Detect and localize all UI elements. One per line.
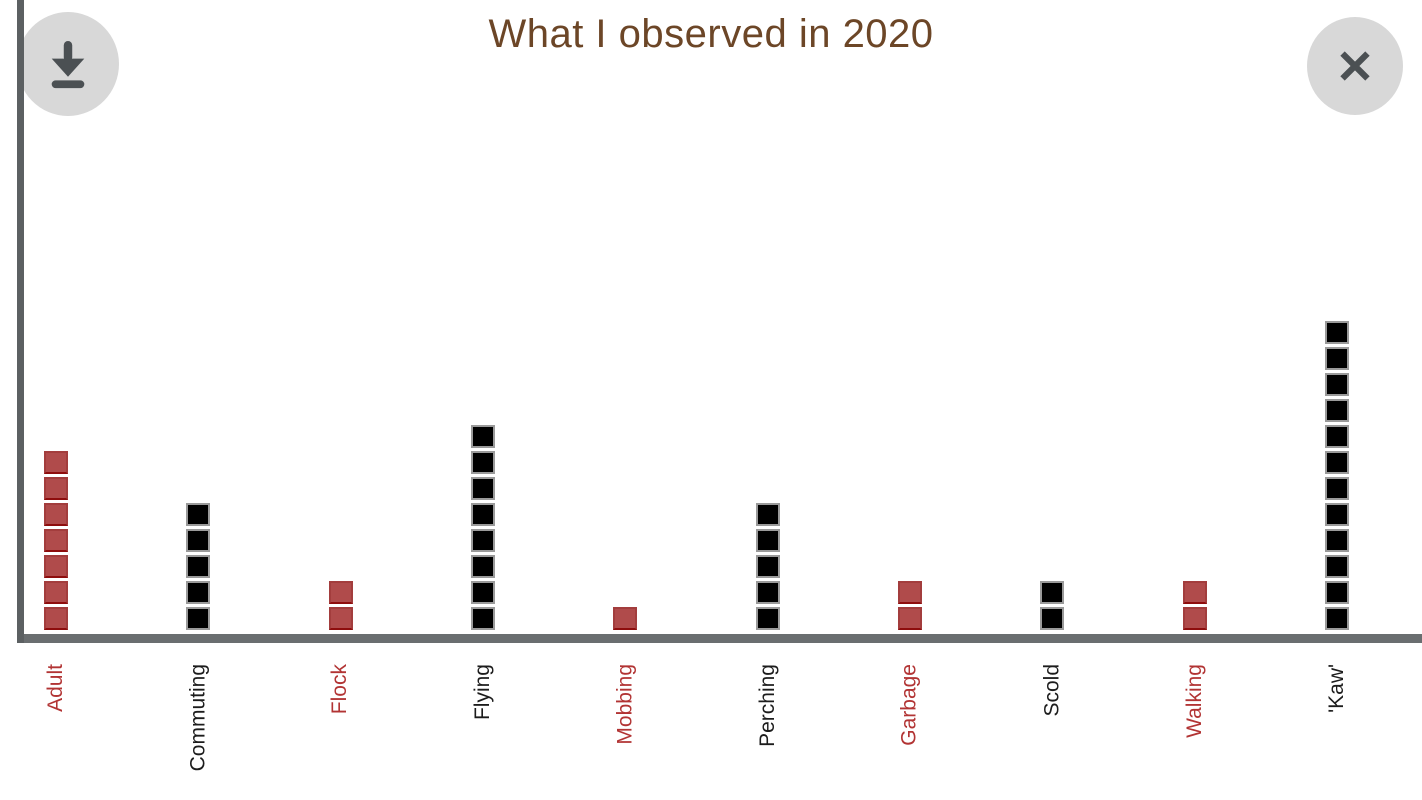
unit-square bbox=[897, 581, 922, 604]
x-axis-line bbox=[17, 634, 1422, 643]
x-axis-label: Garbage bbox=[897, 664, 921, 746]
unit-square bbox=[1324, 503, 1349, 526]
unit-square bbox=[1324, 477, 1349, 500]
unit-square bbox=[897, 607, 922, 630]
unit-square bbox=[1324, 555, 1349, 578]
unit-square bbox=[328, 607, 353, 630]
unit-square bbox=[470, 503, 495, 526]
x-axis-label: Perching bbox=[755, 664, 779, 747]
unit-square bbox=[44, 555, 68, 578]
close-icon bbox=[1340, 51, 1370, 81]
unit-square bbox=[1324, 399, 1349, 422]
unit-square bbox=[1324, 347, 1349, 370]
x-axis-label: Mobbing bbox=[613, 664, 637, 745]
x-axis-label: Adult bbox=[44, 664, 67, 712]
close-button[interactable] bbox=[1307, 17, 1403, 115]
unit-square bbox=[1324, 373, 1349, 396]
unit-square bbox=[755, 581, 780, 604]
bar-column-mobbing bbox=[613, 607, 638, 633]
unit-square bbox=[1324, 321, 1349, 344]
unit-square bbox=[613, 607, 638, 630]
unit-square bbox=[755, 555, 780, 578]
download-icon bbox=[51, 41, 85, 89]
chart-title: What I observed in 2020 bbox=[488, 12, 934, 56]
unit-square bbox=[470, 607, 495, 630]
bar-column-kaw bbox=[1324, 321, 1349, 633]
x-axis-label: Walking bbox=[1182, 664, 1206, 738]
unit-square bbox=[470, 529, 495, 552]
unit-square bbox=[1182, 607, 1207, 630]
unit-square bbox=[1324, 607, 1349, 630]
unit-square bbox=[755, 503, 780, 526]
unit-square bbox=[44, 581, 68, 604]
unit-square bbox=[470, 477, 495, 500]
unit-square bbox=[44, 451, 68, 474]
bar-column-flying bbox=[470, 425, 495, 633]
unit-square bbox=[186, 555, 211, 578]
bar-column-commuting bbox=[186, 503, 211, 633]
unit-square bbox=[1040, 581, 1065, 604]
unit-square bbox=[186, 529, 211, 552]
unit-square bbox=[186, 607, 211, 630]
bar-column-walking bbox=[1182, 581, 1207, 633]
unit-square bbox=[186, 581, 211, 604]
x-axis-label: Commuting bbox=[186, 664, 210, 772]
unit-square bbox=[44, 477, 68, 500]
bar-column-scold bbox=[1040, 581, 1065, 633]
unit-square bbox=[470, 555, 495, 578]
unit-square bbox=[186, 503, 211, 526]
bar-column-adult bbox=[44, 451, 68, 633]
x-axis-label: Flock bbox=[328, 664, 352, 715]
unit-square bbox=[328, 581, 353, 604]
unit-square bbox=[470, 451, 495, 474]
unit-square bbox=[1324, 581, 1349, 604]
unit-square bbox=[1040, 607, 1065, 630]
unit-square bbox=[44, 503, 68, 526]
y-axis-line bbox=[17, 0, 24, 643]
x-axis-label: Scold bbox=[1040, 664, 1064, 717]
unit-square bbox=[44, 529, 68, 552]
x-axis-label: Flying bbox=[471, 664, 494, 721]
unit-square bbox=[470, 581, 495, 604]
x-axis-label: 'Kaw' bbox=[1324, 664, 1348, 713]
download-button[interactable] bbox=[17, 12, 119, 116]
unit-square bbox=[1324, 451, 1349, 474]
unit-square bbox=[1182, 581, 1207, 604]
bar-column-flock bbox=[328, 581, 353, 633]
unit-square bbox=[44, 607, 68, 630]
unit-square bbox=[1324, 529, 1349, 552]
unit-square bbox=[470, 425, 495, 448]
unit-square bbox=[1324, 425, 1349, 448]
bar-column-perching bbox=[755, 503, 780, 633]
unit-square bbox=[755, 529, 780, 552]
unit-square bbox=[755, 607, 780, 630]
bar-column-garbage bbox=[897, 581, 922, 633]
